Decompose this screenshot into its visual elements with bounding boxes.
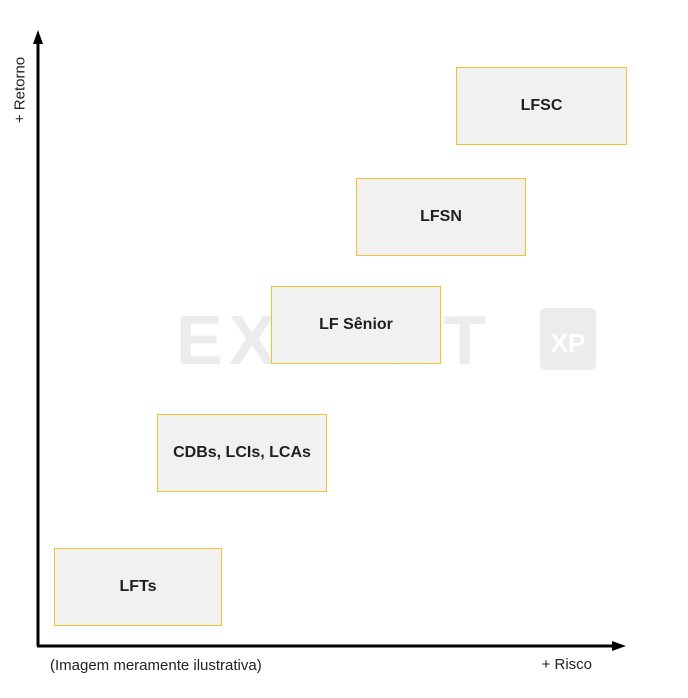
y-axis-arrow-icon — [33, 30, 43, 44]
x-axis-arrow-icon — [612, 641, 626, 651]
box-lfts: LFTs — [54, 548, 222, 626]
box-lfsn: LFSN — [356, 178, 526, 256]
box-lf-senior: LF Sênior — [271, 286, 441, 364]
x-axis-label: + Risco — [541, 656, 592, 673]
box-cdbs-lcis-lcas: CDBs, LCIs, LCAs — [157, 414, 327, 492]
box-lfsc: LFSC — [456, 67, 627, 145]
caption: (Imagem meramente ilustrativa) — [50, 657, 262, 674]
watermark-badge-shape — [540, 308, 596, 370]
watermark-badge-text: XP — [551, 328, 586, 358]
y-axis-label: + Retorno — [11, 56, 29, 124]
